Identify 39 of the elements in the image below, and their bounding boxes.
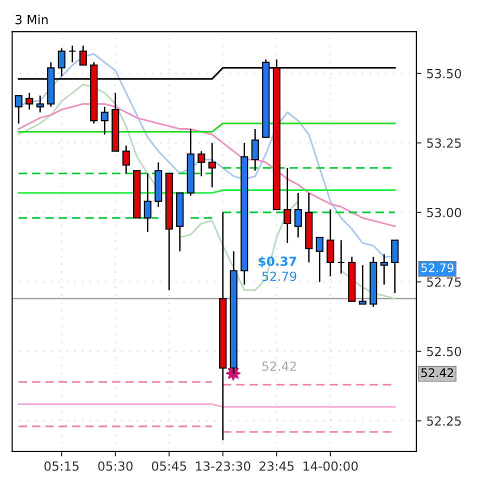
- candlestick: [68, 44, 76, 63]
- candlestick: [251, 128, 259, 172]
- candlestick: [316, 236, 324, 283]
- candlestick: [58, 48, 66, 77]
- candlestick: [294, 192, 302, 238]
- candlestick: [14, 94, 22, 124]
- x-tick-label: 05:45: [152, 461, 186, 471]
- x-tick-label: 14-00:00: [304, 461, 358, 471]
- x-tick-label: 05:30: [98, 461, 133, 471]
- candlestick: [208, 142, 216, 188]
- candlestick: [391, 239, 399, 294]
- y-tick-label: 52.50: [427, 346, 462, 356]
- y-tick-label: 52.25: [427, 416, 461, 426]
- text: 52.79: [421, 263, 454, 272]
- candlestick: [380, 253, 388, 286]
- annotation: 52.79: [262, 272, 296, 282]
- x-tick-label: 13-23:30: [196, 461, 250, 471]
- candlestick: [79, 44, 87, 66]
- candlestick: [36, 94, 44, 114]
- candlestick: [144, 172, 152, 233]
- annotation: 52.42: [262, 361, 296, 371]
- y-tick-label: 53.00: [427, 208, 462, 218]
- candlestick: [122, 144, 130, 174]
- y-tick-label: 53.50: [427, 68, 462, 78]
- candlestick: [337, 239, 345, 274]
- candlestick: [26, 92, 34, 110]
- y-tick-label: 53.25: [427, 138, 461, 148]
- candlestick: [358, 264, 366, 305]
- candlestick: [284, 167, 292, 244]
- chart-title: 3 Min: [16, 14, 48, 24]
- candlestick: [198, 150, 206, 177]
- candlestick: [100, 106, 108, 136]
- y-tick-label: 52.75: [427, 277, 461, 287]
- text: 52.42: [421, 368, 454, 378]
- candlestick: [326, 208, 334, 277]
- annotation: $0.37: [258, 256, 296, 268]
- x-tick-label: 05:15: [44, 461, 79, 471]
- x-tick-label: 23:45: [260, 461, 294, 471]
- line-series: [18, 103, 396, 228]
